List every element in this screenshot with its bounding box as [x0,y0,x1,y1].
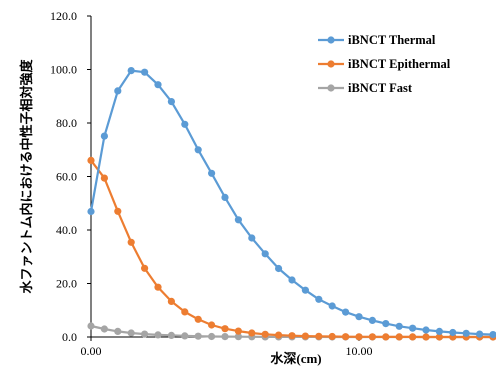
data-point [302,333,309,340]
x-axis-title: 水深(cm) [270,351,321,366]
data-point [409,325,416,332]
data-point [195,146,202,153]
data-point [329,302,336,309]
legend-swatch-marker [327,60,334,67]
data-point [128,67,135,74]
data-point [101,133,108,140]
data-point [181,308,188,315]
series-ibnct-thermal [87,67,496,338]
data-point [262,331,269,338]
y-tick-label: 100.0 [50,63,77,77]
data-point [141,69,148,76]
data-point [275,265,282,272]
data-point [248,329,255,336]
legend-label: iBNCT Epithermal [348,57,451,71]
data-point [396,333,403,340]
series-line-ibnct-thermal [91,71,493,335]
data-point [87,322,94,329]
x-tick-label: 10.00 [346,344,373,358]
data-point [369,333,376,340]
data-point [329,333,336,340]
data-point [315,296,322,303]
data-point [235,328,242,335]
legend-label: iBNCT Thermal [348,33,436,47]
data-point [382,333,389,340]
data-point [141,331,148,338]
data-point [154,81,161,88]
data-point [87,157,94,164]
legend-swatch-marker [327,84,334,91]
legend-item-ibnct-thermal: iBNCT Thermal [318,33,436,47]
y-tick-label: 60.0 [56,170,77,184]
data-point [409,333,416,340]
data-point [221,194,228,201]
data-point [288,276,295,283]
series-group [87,67,496,341]
data-point [128,329,135,336]
legend-label: iBNCT Fast [348,81,413,95]
data-point [114,328,121,335]
data-point [101,175,108,182]
data-point [154,331,161,338]
series-line-ibnct-epithermal [91,160,493,337]
data-point [342,333,349,340]
y-tick-label: 120.0 [50,9,77,23]
data-point [181,121,188,128]
legend-item-ibnct-epithermal: iBNCT Epithermal [318,57,451,71]
data-point [422,333,429,340]
data-point [235,216,242,223]
data-point [208,333,215,340]
x-axis-ticks: 0.00 10.00 [81,337,373,358]
y-axis-ticks: 0.0 20.0 40.0 60.0 80.0 100.0 120.0 [50,9,91,344]
data-point [114,208,121,215]
y-tick-label: 0.0 [62,330,77,344]
data-point [87,208,94,215]
legend-item-ibnct-fast: iBNCT Fast [318,81,413,95]
series-ibnct-epithermal [87,157,496,341]
data-point [436,328,443,335]
data-point [422,326,429,333]
data-point [208,321,215,328]
data-point [168,298,175,305]
data-point [463,330,470,337]
data-point [168,98,175,105]
y-axis-title: 水ファントム内における中性子相対強度 [19,59,34,294]
legend-swatch-marker [327,36,334,43]
data-point [355,333,362,340]
data-point [262,250,269,257]
data-point [248,234,255,241]
data-point [396,323,403,330]
data-point [195,316,202,323]
data-point [382,320,389,327]
data-point [221,325,228,332]
data-point [208,170,215,177]
data-point [154,284,161,291]
data-point [221,333,228,340]
data-point [476,331,483,338]
y-tick-label: 20.0 [56,277,77,291]
data-point [369,317,376,324]
data-point [275,332,282,339]
data-point [181,332,188,339]
data-point [195,333,202,340]
data-point [288,332,295,339]
data-point [342,309,349,316]
data-point [128,239,135,246]
x-tick-label: 0.00 [81,344,102,358]
y-tick-label: 40.0 [56,223,77,237]
data-point [114,87,121,94]
data-point [449,329,456,336]
y-tick-label: 80.0 [56,116,77,130]
data-point [302,287,309,294]
legend: iBNCT Thermal iBNCT Epithermal iBNCT Fast [318,33,451,95]
data-point [315,333,322,340]
data-point [168,332,175,339]
data-point [101,325,108,332]
data-point [355,313,362,320]
data-point [141,265,148,272]
